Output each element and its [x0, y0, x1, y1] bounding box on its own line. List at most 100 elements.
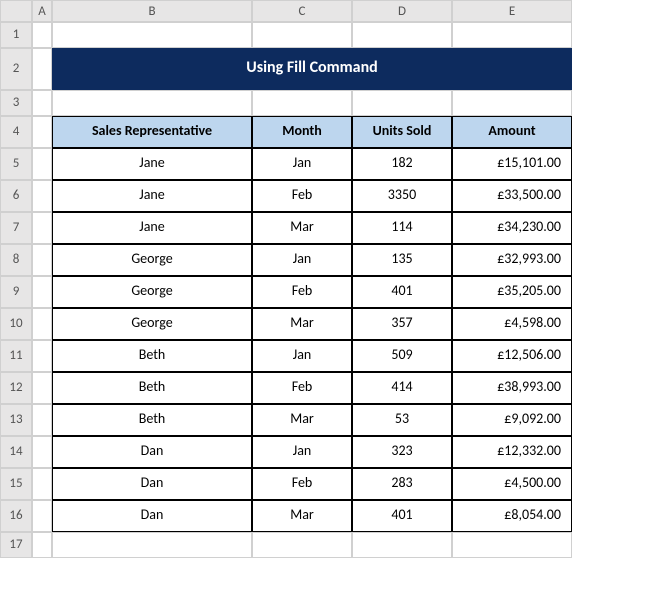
cell-a16[interactable]	[32, 500, 52, 532]
cell-a3[interactable]	[32, 90, 52, 116]
cell-amount[interactable]: £9,092.00	[452, 404, 572, 436]
header-month[interactable]: Month	[252, 116, 352, 148]
row-header-3[interactable]: 3	[0, 90, 32, 116]
title-banner[interactable]: Using Fill Command	[52, 48, 572, 90]
cell-units[interactable]: 53	[352, 404, 452, 436]
cell-amount[interactable]: £4,500.00	[452, 468, 572, 500]
cell-d17[interactable]	[352, 532, 452, 558]
cell-month[interactable]: Mar	[252, 500, 352, 532]
header-amount[interactable]: Amount	[452, 116, 572, 148]
cell-month[interactable]: Jan	[252, 436, 352, 468]
cell-a6[interactable]	[32, 180, 52, 212]
row-header-10[interactable]: 10	[0, 308, 32, 340]
cell-e3[interactable]	[452, 90, 572, 116]
cell-units[interactable]: 3350	[352, 180, 452, 212]
cell-units[interactable]: 401	[352, 276, 452, 308]
cell-b1[interactable]	[52, 22, 252, 48]
cell-e1[interactable]	[452, 22, 572, 48]
row-header-1[interactable]: 1	[0, 22, 32, 48]
cell-month[interactable]: Feb	[252, 180, 352, 212]
row-header-17[interactable]: 17	[0, 532, 32, 558]
cell-units[interactable]: 135	[352, 244, 452, 276]
cell-b17[interactable]	[52, 532, 252, 558]
cell-amount[interactable]: £4,598.00	[452, 308, 572, 340]
col-header-c[interactable]: C	[252, 0, 352, 22]
cell-a12[interactable]	[32, 372, 52, 404]
header-units[interactable]: Units Sold	[352, 116, 452, 148]
cell-month[interactable]: Mar	[252, 308, 352, 340]
cell-a4[interactable]	[32, 116, 52, 148]
cell-units[interactable]: 401	[352, 500, 452, 532]
cell-rep[interactable]: Jane	[52, 212, 252, 244]
cell-units[interactable]: 114	[352, 212, 452, 244]
cell-a10[interactable]	[32, 308, 52, 340]
cell-rep[interactable]: Beth	[52, 340, 252, 372]
cell-amount[interactable]: £12,506.00	[452, 340, 572, 372]
cell-units[interactable]: 509	[352, 340, 452, 372]
cell-e17[interactable]	[452, 532, 572, 558]
row-header-6[interactable]: 6	[0, 180, 32, 212]
cell-d3[interactable]	[352, 90, 452, 116]
cell-c17[interactable]	[252, 532, 352, 558]
cell-units[interactable]: 357	[352, 308, 452, 340]
cell-units[interactable]: 182	[352, 148, 452, 180]
cell-rep[interactable]: Beth	[52, 372, 252, 404]
row-header-8[interactable]: 8	[0, 244, 32, 276]
cell-month[interactable]: Feb	[252, 468, 352, 500]
col-header-d[interactable]: D	[352, 0, 452, 22]
row-header-12[interactable]: 12	[0, 372, 32, 404]
cell-amount[interactable]: £38,993.00	[452, 372, 572, 404]
cell-rep[interactable]: Jane	[52, 148, 252, 180]
col-header-e[interactable]: E	[452, 0, 572, 22]
cell-amount[interactable]: £8,054.00	[452, 500, 572, 532]
cell-rep[interactable]: Dan	[52, 468, 252, 500]
cell-amount[interactable]: £34,230.00	[452, 212, 572, 244]
row-header-4[interactable]: 4	[0, 116, 32, 148]
row-header-2[interactable]: 2	[0, 48, 32, 90]
cell-a8[interactable]	[32, 244, 52, 276]
cell-a1[interactable]	[32, 22, 52, 48]
col-header-b[interactable]: B	[52, 0, 252, 22]
cell-amount[interactable]: £12,332.00	[452, 436, 572, 468]
cell-a9[interactable]	[32, 276, 52, 308]
cell-c3[interactable]	[252, 90, 352, 116]
row-header-7[interactable]: 7	[0, 212, 32, 244]
cell-a7[interactable]	[32, 212, 52, 244]
cell-month[interactable]: Mar	[252, 404, 352, 436]
cell-units[interactable]: 414	[352, 372, 452, 404]
cell-month[interactable]: Jan	[252, 340, 352, 372]
cell-a17[interactable]	[32, 532, 52, 558]
cell-a5[interactable]	[32, 148, 52, 180]
cell-c1[interactable]	[252, 22, 352, 48]
cell-month[interactable]: Jan	[252, 244, 352, 276]
cell-rep[interactable]: George	[52, 308, 252, 340]
cell-units[interactable]: 283	[352, 468, 452, 500]
cell-month[interactable]: Feb	[252, 372, 352, 404]
select-all-corner[interactable]	[0, 0, 32, 22]
cell-rep[interactable]: Jane	[52, 180, 252, 212]
cell-b3[interactable]	[52, 90, 252, 116]
cell-a15[interactable]	[32, 468, 52, 500]
cell-amount[interactable]: £15,101.00	[452, 148, 572, 180]
cell-month[interactable]: Mar	[252, 212, 352, 244]
cell-units[interactable]: 323	[352, 436, 452, 468]
col-header-a[interactable]: A	[32, 0, 52, 22]
cell-rep[interactable]: Beth	[52, 404, 252, 436]
row-header-5[interactable]: 5	[0, 148, 32, 180]
cell-amount[interactable]: £32,993.00	[452, 244, 572, 276]
cell-amount[interactable]: £33,500.00	[452, 180, 572, 212]
header-rep[interactable]: Sales Representative	[52, 116, 252, 148]
cell-month[interactable]: Feb	[252, 276, 352, 308]
cell-a13[interactable]	[32, 404, 52, 436]
row-header-11[interactable]: 11	[0, 340, 32, 372]
cell-a14[interactable]	[32, 436, 52, 468]
row-header-16[interactable]: 16	[0, 500, 32, 532]
cell-amount[interactable]: £35,205.00	[452, 276, 572, 308]
row-header-9[interactable]: 9	[0, 276, 32, 308]
cell-a2[interactable]	[32, 48, 52, 90]
cell-rep[interactable]: Dan	[52, 500, 252, 532]
cell-rep[interactable]: George	[52, 244, 252, 276]
cell-rep[interactable]: George	[52, 276, 252, 308]
row-header-13[interactable]: 13	[0, 404, 32, 436]
cell-a11[interactable]	[32, 340, 52, 372]
